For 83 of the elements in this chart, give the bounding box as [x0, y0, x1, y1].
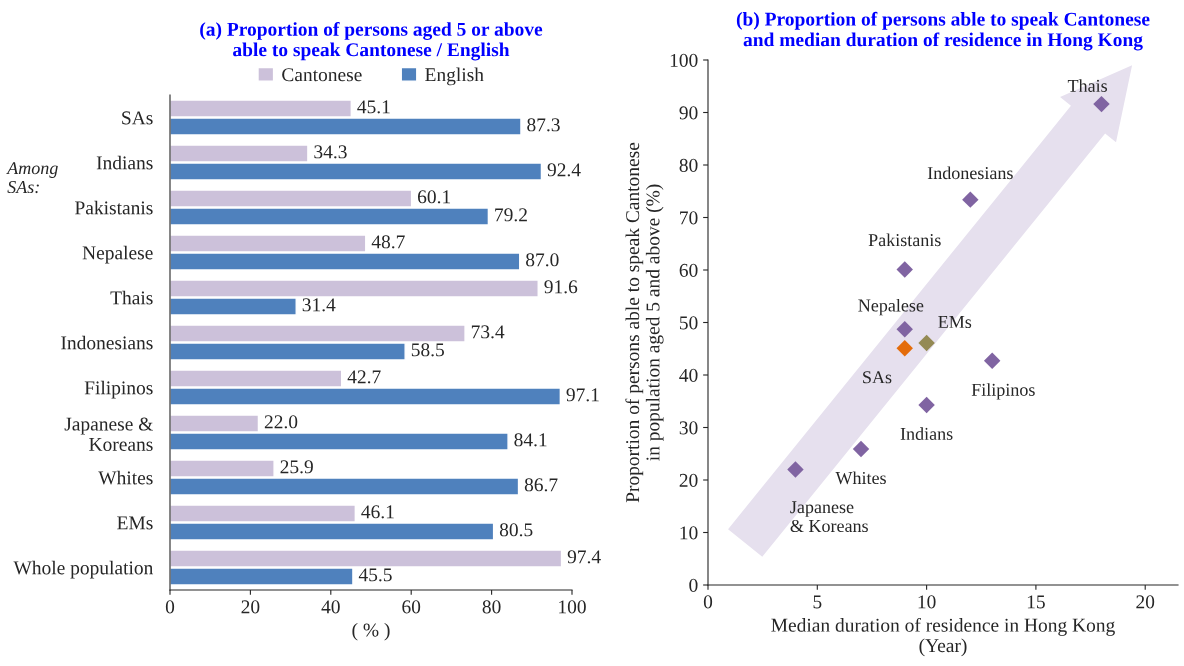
- y-tick-label: 0: [689, 578, 698, 592]
- data-label: 22.0: [264, 415, 298, 429]
- x-tick-label: 0: [165, 600, 175, 614]
- data-label: 42.7: [347, 370, 381, 384]
- data-label: 25.9: [280, 460, 313, 474]
- data-label: 31.4: [302, 298, 336, 312]
- data-label: 45.5: [358, 568, 392, 582]
- legend-label: Cantonese: [282, 68, 362, 82]
- y-tick-label: 20: [679, 473, 698, 487]
- y-tick-label: 10: [680, 526, 698, 540]
- y-tick-label: Filipinos: [84, 380, 153, 399]
- y-tick-label: Whites: [98, 470, 153, 485]
- data-label: 80.5: [499, 523, 533, 537]
- data-label: 34.3: [314, 145, 347, 159]
- annotation: SAs: [863, 371, 892, 384]
- x-tick-label: 20: [1136, 595, 1155, 609]
- point: [962, 191, 979, 208]
- y-tick-label: Indians: [96, 155, 153, 170]
- annotation: EMs: [938, 316, 972, 329]
- x-tick-label: 20: [241, 600, 260, 614]
- x-tick-label: 10: [918, 595, 936, 609]
- data-label: 87.3: [527, 118, 560, 132]
- annotation: Japanese & Koreans: [790, 501, 868, 533]
- x-axis-title: ( % ): [352, 622, 390, 641]
- y-tick-label: 50: [679, 316, 698, 330]
- x-tick-label: 100: [559, 600, 586, 614]
- y-tick-label: 30: [679, 421, 698, 435]
- point: [1093, 95, 1110, 113]
- y-tick-label: 80: [679, 158, 698, 172]
- y-tick-label: SAs: [122, 111, 153, 125]
- annotation: Filipinos: [971, 383, 1035, 400]
- y-tick-label: Whole population: [13, 560, 154, 579]
- data-label: 48.7: [371, 235, 405, 249]
- point: [896, 321, 913, 338]
- annotation: Indians: [900, 427, 953, 440]
- y-tick-label: 90: [679, 106, 698, 120]
- x-tick-label: 5: [813, 595, 822, 609]
- data-label: 73.4: [471, 325, 505, 339]
- y-tick-label: 40: [679, 368, 698, 382]
- data-label: 97.1: [566, 388, 599, 402]
- y-tick-label: 70: [680, 211, 698, 225]
- data-label: 45.1: [357, 100, 390, 114]
- y-tick-label: 100: [670, 53, 698, 67]
- chart-title: (b) Proportion of persons able to speak Cantonese and median duration of residence in Hong Kong: [736, 11, 1150, 51]
- y-tick-label: Thais: [110, 290, 153, 305]
- annotation: Nepalese: [858, 298, 924, 316]
- data-label: 97.4: [567, 550, 601, 564]
- annotation: Whites: [835, 471, 886, 485]
- annotation: Thais: [1067, 79, 1107, 92]
- point: [918, 334, 935, 352]
- point: [918, 396, 935, 414]
- annotation: Pakistanis: [868, 233, 941, 247]
- y-axis-title: Proportion of persons able to speak Cantonese in population aged 5 and above (%): [625, 142, 664, 503]
- data-label: 60.1: [417, 190, 451, 204]
- y-tick-label: EMs: [117, 516, 153, 530]
- legend-label: English: [425, 67, 484, 86]
- y-tick-label: Pakistanis: [75, 200, 153, 215]
- x-tick-label: 15: [1027, 595, 1045, 609]
- text: Among SAs:: [6, 162, 58, 194]
- chart-title: (a) Proportion of persons aged 5 or above able to speak Cantonese / English: [200, 21, 543, 61]
- x-axis-title: Median duration of residence in Hong Kong (Year): [771, 617, 1115, 657]
- point: [896, 261, 913, 278]
- data-label: 87.0: [526, 253, 559, 267]
- y-tick-label: Japanese & Koreans: [64, 417, 153, 451]
- data-label: 46.1: [361, 505, 394, 519]
- annotation: Indonesians: [927, 166, 1013, 180]
- x-tick-label: 0: [703, 595, 713, 609]
- data-label: 91.6: [544, 280, 578, 294]
- x-tick-label: 40: [321, 600, 340, 614]
- data-label: 58.5: [411, 343, 444, 357]
- data-label: 92.4: [547, 163, 581, 177]
- x-tick-label: 60: [402, 600, 421, 614]
- y-tick-label: Indonesians: [61, 335, 153, 350]
- x-tick-label: 80: [482, 600, 501, 614]
- data-label: 84.1: [514, 433, 547, 447]
- y-tick-label: 60: [679, 263, 698, 277]
- point: [983, 352, 1001, 370]
- data-label: 86.7: [524, 478, 558, 492]
- point: [787, 461, 804, 478]
- y-tick-label: Nepalese: [82, 245, 153, 264]
- point: [896, 340, 913, 357]
- data-label: 79.2: [495, 208, 527, 222]
- point: [852, 440, 870, 458]
